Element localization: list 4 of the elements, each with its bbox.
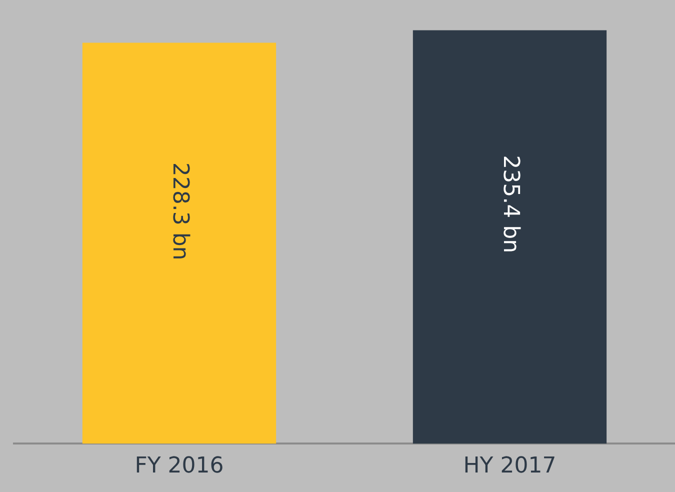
x-tick-label: FY 2016	[134, 454, 224, 479]
data-label: 228.3 bn	[168, 162, 193, 260]
x-tick-label: HY 2017	[463, 454, 556, 479]
data-label: 235.4 bn	[498, 155, 524, 254]
